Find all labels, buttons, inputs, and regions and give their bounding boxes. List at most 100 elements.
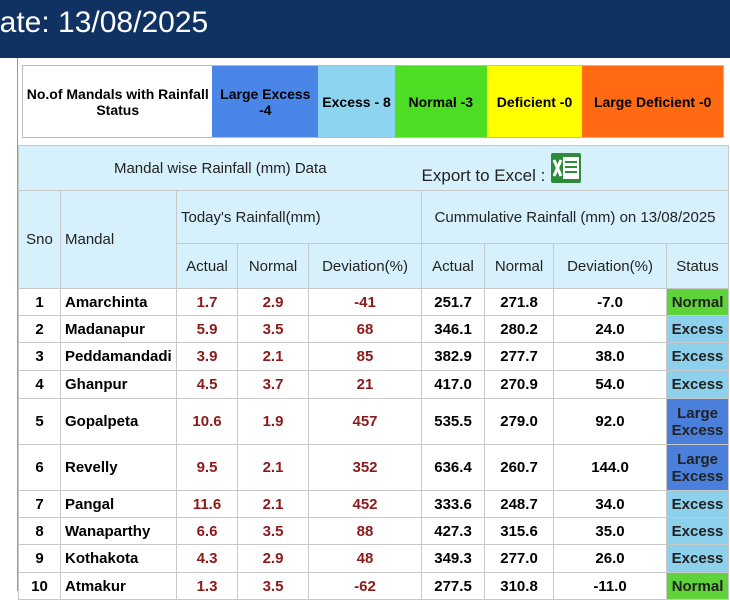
table-row: 2 Madanapur 5.9 3.5 68 346.1 280.2 24.0 Excess	[18, 315, 730, 343]
column-subheader: Deviation(%)	[553, 243, 668, 289]
table-cell: 5	[18, 398, 61, 445]
table-cell: 3.9	[176, 342, 238, 371]
table-cell: 260.7	[484, 444, 555, 491]
table-cell: 4.3	[176, 544, 238, 573]
table-row: 10 Atmakur 1.3 3.5 -62 277.5 310.8 -11.0 Normal	[18, 572, 730, 600]
table-cell: 11.6	[176, 490, 238, 518]
table-cell: 1	[18, 288, 61, 316]
table-cell: 144.0	[553, 444, 668, 491]
table-row: 4 Ghanpur 4.5 3.7 21 417.0 270.9 54.0 Excess	[18, 370, 730, 399]
column-header: Today's Rainfall(mm)	[175, 190, 423, 244]
header-title: Date: 13/08/2025	[0, 6, 209, 39]
column-subheader: Status	[666, 243, 730, 289]
table-cell: Wanaparthy	[60, 517, 177, 545]
table-cell: 349.3	[421, 544, 486, 573]
table-cell: 2	[18, 315, 61, 343]
table-cell: Gopalpeta	[60, 398, 177, 445]
table-cell: 38.0	[553, 342, 668, 371]
table-cell: 34.0	[553, 490, 668, 518]
table-cell: 636.4	[421, 444, 486, 491]
status-cell: Large Excess	[666, 444, 730, 491]
table-cell: 417.0	[421, 370, 486, 399]
summary-status: Large Deficient -0	[582, 66, 723, 137]
table-cell: Ghanpur	[60, 370, 177, 399]
table-cell: 277.7	[484, 342, 555, 371]
table-cell: -62	[307, 572, 423, 600]
table-row: 5 Gopalpeta 10.6 1.9 457 535.5 279.0 92.0 Large …	[18, 398, 730, 445]
table-cell: 10.6	[176, 398, 238, 445]
table-cell: 452	[307, 490, 423, 518]
table-cell: 9.5	[176, 444, 238, 491]
table-row: 1 Amarchinta 1.7 2.9 -41 251.7 271.8 -7.0 Normal	[18, 288, 730, 316]
table-cell: 85	[307, 342, 423, 371]
table-cell: 3.5	[237, 315, 309, 343]
table-cell: 4.5	[176, 370, 238, 399]
table-cell: 2.1	[237, 490, 309, 518]
summary-label: No.of Mandals with Rainfall Status	[23, 66, 213, 137]
table-cell: 352	[307, 444, 423, 491]
table-cell: 535.5	[421, 398, 486, 445]
column-header: Cummulative Rainfall (mm) on 13/08/2025	[421, 190, 730, 244]
table-cell: 21	[307, 370, 423, 399]
table-cell: 6	[18, 444, 61, 491]
table-cell: 1.9	[237, 398, 309, 445]
table-cell: Revelly	[60, 444, 177, 491]
excel-icon[interactable]	[549, 151, 583, 185]
table-cell: Madanapur	[60, 315, 177, 343]
table-cell: 5.9	[176, 315, 238, 343]
table-cell: 277.5	[421, 572, 486, 600]
rainfall-table: Mandal wise Rainfall (mm) Data Export to…	[17, 145, 730, 600]
table-cell: 280.2	[484, 315, 555, 343]
table-cell: Atmakur	[60, 572, 177, 600]
divider	[17, 58, 18, 591]
table-cell: 382.9	[421, 342, 486, 371]
table-cell: 7	[18, 490, 61, 518]
table-cell: 24.0	[553, 315, 668, 343]
table-cell: 3	[18, 342, 61, 371]
column-subheader: Deviation(%)	[307, 243, 423, 289]
column-subheader: Normal	[237, 243, 309, 289]
table-row: 8 Wanaparthy 6.6 3.5 88 427.3 315.6 35.0 Excess	[18, 517, 730, 545]
table-cell: 310.8	[484, 572, 555, 600]
table-cell: 2.9	[237, 544, 309, 573]
table-row: 7 Pangal 11.6 2.1 452 333.6 248.7 34.0 Excess	[18, 490, 730, 518]
table-cell: 92.0	[553, 398, 668, 445]
table-cell: 9	[18, 544, 61, 573]
table-cell: 270.9	[484, 370, 555, 399]
column-subheader: Actual	[421, 243, 486, 289]
table-cell: Amarchinta	[60, 288, 177, 316]
table-cell: 427.3	[421, 517, 486, 545]
table-cell: 88	[307, 517, 423, 545]
table-cell: 1.7	[176, 288, 238, 316]
column-subheader: Normal	[484, 243, 555, 289]
status-cell: Excess	[666, 490, 730, 518]
column-subheader: Actual	[176, 243, 238, 289]
table-cell: 26.0	[553, 544, 668, 573]
table-cell: 8	[18, 517, 61, 545]
table-cell: 346.1	[421, 315, 486, 343]
table-row: 3 Peddamandadi 3.9 2.1 85 382.9 277.7 38.0 Exces…	[18, 342, 730, 371]
header-bar: Date: 13/08/2025	[0, 0, 730, 58]
table-cell: 48	[307, 544, 423, 573]
table-cell: 10	[18, 572, 61, 600]
summary-bar: No.of Mandals with Rainfall Status Large…	[22, 65, 724, 138]
table-cell: 54.0	[553, 370, 668, 399]
table-cell: 271.8	[484, 288, 555, 316]
summary-status: Large Excess -4	[212, 66, 319, 137]
table-cell: 3.5	[237, 517, 309, 545]
table-row: 9 Kothakota 4.3 2.9 48 349.3 277.0 26.0 Excess	[18, 544, 730, 573]
summary-status: Excess - 8	[318, 66, 395, 137]
table-cell: 3.7	[237, 370, 309, 399]
summary-status: Normal -3	[394, 66, 487, 137]
export-link[interactable]: Export to Excel :	[421, 165, 546, 185]
table-cell: Peddamandadi	[60, 342, 177, 371]
table-cell: 2.9	[237, 288, 309, 316]
table-row: 6 Revelly 9.5 2.1 352 636.4 260.7 144.0 Large Ex…	[18, 444, 730, 491]
summary-status: Deficient -0	[486, 66, 583, 137]
table-cell: 315.6	[484, 517, 555, 545]
table-cell: 251.7	[421, 288, 486, 316]
status-cell: Excess	[666, 342, 730, 371]
status-cell: Normal	[666, 572, 730, 600]
column-header: Sno	[18, 190, 61, 289]
